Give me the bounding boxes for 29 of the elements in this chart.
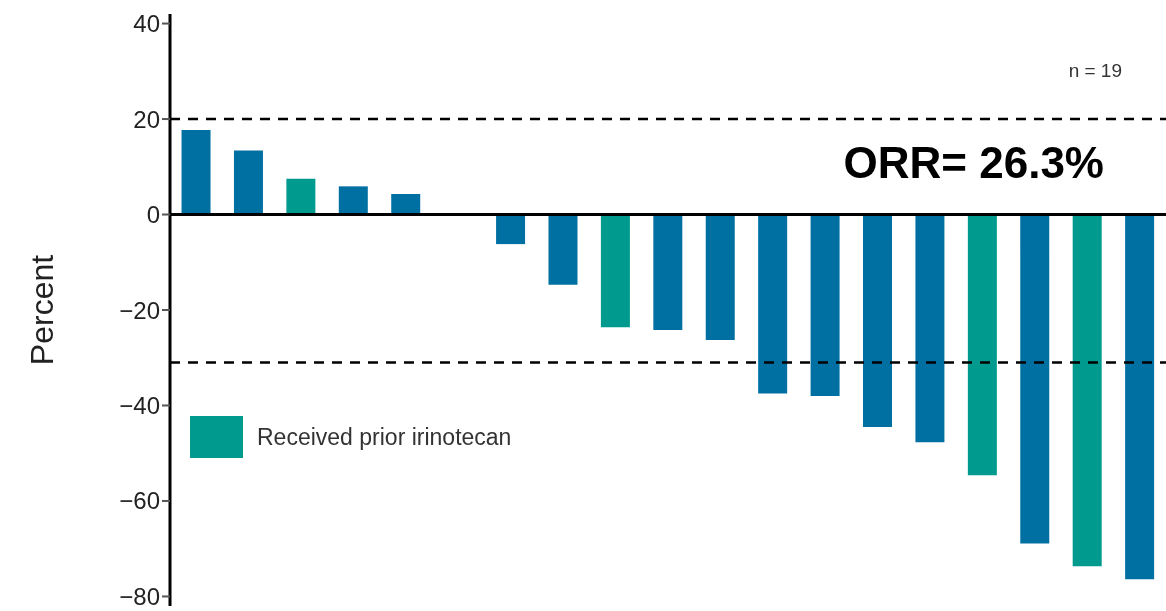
bar: [338, 186, 368, 215]
annotation: ORR= 26.3%: [843, 138, 1104, 188]
bar: [758, 214, 788, 394]
bar: [286, 178, 316, 215]
bar: [496, 214, 526, 245]
bar: [1072, 214, 1102, 567]
y-tick-label: 0: [146, 201, 160, 229]
bar: [810, 214, 840, 396]
y-tick-label: −20: [119, 296, 160, 324]
bar: [600, 214, 630, 328]
bar: [233, 150, 263, 215]
bar: [1125, 214, 1155, 580]
y-tick-label: −60: [119, 487, 160, 515]
y-tick-label: −80: [119, 582, 160, 610]
bar: [1020, 214, 1050, 544]
y-tick-label: −40: [119, 392, 160, 419]
bar: [181, 130, 211, 215]
bar: [548, 214, 578, 285]
y-axis-title: Percent: [24, 254, 61, 366]
bar: [391, 193, 421, 215]
legend-label: Received prior irinotecan: [257, 423, 512, 451]
y-tick-label: 20: [133, 105, 160, 133]
bar: [967, 214, 997, 476]
bar: [863, 214, 893, 427]
bar: [705, 214, 735, 341]
annotation: n = 19: [1068, 60, 1122, 82]
bar: [915, 214, 945, 443]
y-tick-label: 40: [133, 10, 160, 38]
bar: [653, 214, 683, 331]
